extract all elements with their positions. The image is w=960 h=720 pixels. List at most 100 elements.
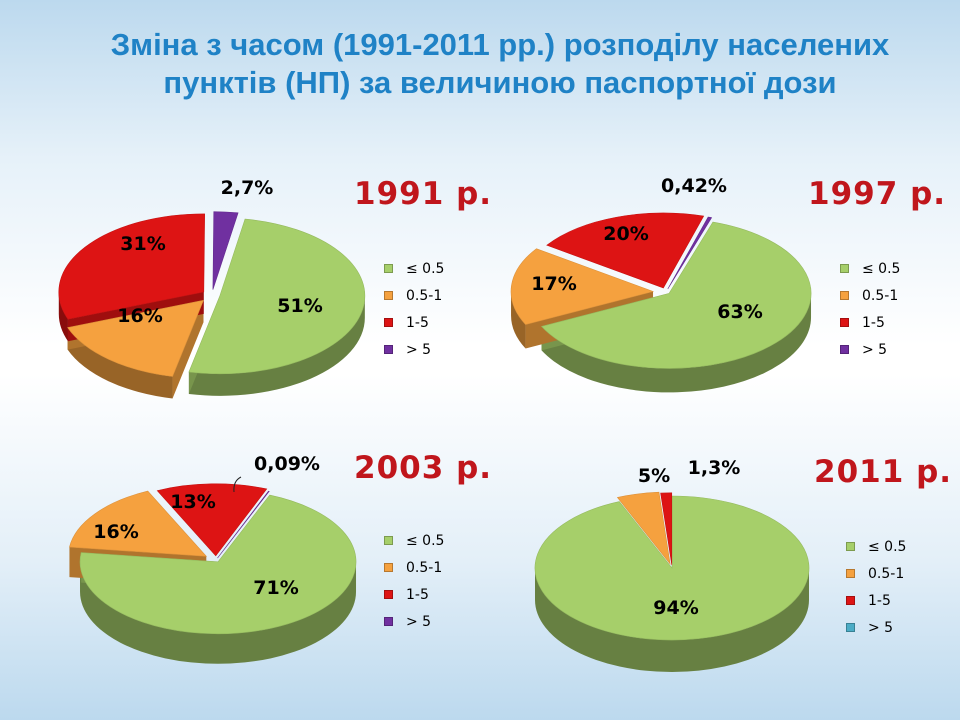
pie-slice — [546, 212, 705, 289]
chart-1991-title: 1991 р. — [354, 176, 493, 212]
data-label: 16% — [117, 305, 162, 327]
pie-slice-cut — [172, 300, 204, 399]
pie-tops — [58, 211, 366, 377]
pie-slice — [540, 221, 812, 369]
legend-label: 0.5-1 — [406, 559, 443, 576]
legend-swatch — [384, 563, 393, 572]
legend-swatch — [384, 291, 393, 300]
legend-item: 1-5 — [846, 587, 906, 614]
legend-item: ≤ 0.5 — [846, 533, 906, 560]
legend-label: 0.5-1 — [868, 565, 905, 582]
legend-1991: ≤ 0.5 0.5-1 1-5 > 5 — [384, 255, 444, 363]
pie-labels: 94% 5% 1,3% — [638, 457, 740, 619]
pie-slice — [212, 211, 239, 290]
legend-item: > 5 — [384, 608, 444, 635]
pie-slice — [510, 248, 655, 325]
legend-label: 1-5 — [406, 314, 429, 331]
legend-label: ≤ 0.5 — [406, 260, 445, 277]
pie-slice-side — [188, 295, 365, 396]
data-label: 2,7% — [221, 177, 274, 199]
data-label: 63% — [717, 301, 762, 323]
data-label: 0,09% — [254, 453, 320, 475]
pie-slice — [69, 490, 208, 557]
pie-slice — [58, 213, 205, 320]
title-line-2: пунктів (НП) за величиною паспортної доз… — [163, 65, 837, 100]
legend-swatch — [384, 590, 393, 599]
legend-swatch — [384, 536, 393, 545]
chart-2011-title: 2011 р. — [814, 454, 953, 490]
legend-label: ≤ 0.5 — [406, 532, 445, 549]
legend-label: ≤ 0.5 — [868, 538, 907, 555]
slide-title: Зміна з часом (1991-2011 рр.) розподілу … — [40, 26, 960, 102]
data-label: 94% — [653, 597, 698, 619]
pie-labels: 51% 16% 31% 2,7% — [117, 177, 322, 327]
legend-label: 1-5 — [406, 586, 429, 603]
data-label: 17% — [531, 273, 576, 295]
pie-slice — [660, 492, 673, 565]
title-line-1: Зміна з часом (1991-2011 рр.) розподілу … — [110, 27, 890, 62]
pie-labels: 71% 16% 13% 0,09% — [93, 453, 320, 599]
pie-slice — [217, 490, 270, 559]
legend-2003: ≤ 0.5 0.5-1 1-5 > 5 — [384, 527, 444, 635]
pie-tops — [69, 483, 357, 635]
data-label: 1,3% — [688, 457, 741, 479]
legend-item: > 5 — [840, 336, 900, 363]
pie-slice — [156, 483, 268, 557]
legend-1997: ≤ 0.5 0.5-1 1-5 > 5 — [840, 255, 900, 363]
pie-slice — [667, 216, 713, 290]
legend-label: 1-5 — [862, 314, 885, 331]
legend-item: 0.5-1 — [846, 560, 906, 587]
data-label: 71% — [253, 577, 298, 599]
pie-slice — [67, 299, 204, 377]
pie-slice-side — [67, 327, 173, 399]
legend-item: 1-5 — [840, 309, 900, 336]
legend-item: 0.5-1 — [384, 282, 444, 309]
pie-slice-side — [541, 293, 812, 393]
legend-swatch — [384, 318, 393, 327]
legend-label: ≤ 0.5 — [862, 260, 901, 277]
data-label: 31% — [120, 233, 165, 255]
legend-swatch — [846, 623, 855, 632]
legend-swatch — [840, 264, 849, 273]
legend-2011: ≤ 0.5 0.5-1 1-5 > 5 — [846, 533, 906, 641]
legend-item: > 5 — [846, 614, 906, 641]
legend-item: 1-5 — [384, 581, 444, 608]
legend-swatch — [846, 542, 855, 551]
legend-item: ≤ 0.5 — [384, 255, 444, 282]
legend-label: > 5 — [406, 341, 432, 358]
pie-slice-side — [58, 291, 68, 342]
chart-2003-title: 2003 р. — [354, 450, 493, 486]
pie-slice-side — [535, 568, 809, 672]
legend-swatch — [384, 264, 393, 273]
pie-tops — [534, 491, 810, 641]
legend-label: > 5 — [406, 613, 432, 630]
legend-label: 0.5-1 — [406, 287, 443, 304]
legend-swatch — [840, 318, 849, 327]
legend-label: 1-5 — [868, 592, 891, 609]
legend-item: > 5 — [384, 336, 444, 363]
legend-swatch — [840, 291, 849, 300]
pie-labels: 63% 17% 20% 0,42% — [531, 175, 762, 323]
data-label: 5% — [638, 465, 670, 487]
pie-slice-side — [511, 291, 526, 349]
legend-item: ≤ 0.5 — [384, 527, 444, 554]
legend-label: > 5 — [862, 341, 888, 358]
legend-item: 0.5-1 — [384, 554, 444, 581]
legend-swatch — [846, 569, 855, 578]
data-label: 16% — [93, 521, 138, 543]
data-label: 51% — [277, 295, 322, 317]
pie-tops — [510, 212, 812, 369]
data-label: 0,42% — [661, 175, 727, 197]
legend-swatch — [384, 345, 393, 354]
pie-slice — [534, 495, 810, 641]
legend-item: 0.5-1 — [840, 282, 900, 309]
legend-swatch — [846, 596, 855, 605]
pie-slice — [616, 491, 671, 565]
leader-line — [233, 476, 242, 493]
legend-item: 1-5 — [384, 309, 444, 336]
legend-label: > 5 — [868, 619, 894, 636]
